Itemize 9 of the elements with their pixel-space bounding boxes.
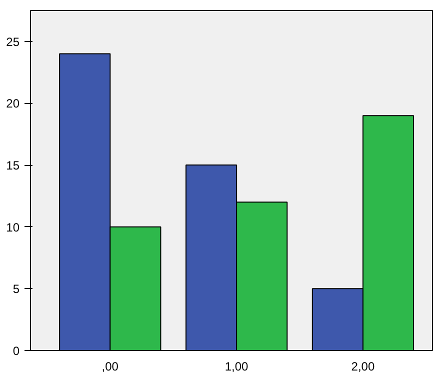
y-tick-label: 0: [12, 344, 20, 358]
y-tick-label: 10: [6, 220, 20, 234]
y-tick-label: 15: [6, 158, 20, 173]
x-tick-label: 1,00: [224, 360, 249, 373]
x-tick-label: 2,00: [351, 360, 375, 373]
y-tick-label: 5: [12, 282, 20, 296]
y-tick-label: 20: [6, 96, 20, 111]
y-tick-label: 25: [6, 34, 20, 49]
x-tick-label: ,00: [102, 360, 119, 373]
